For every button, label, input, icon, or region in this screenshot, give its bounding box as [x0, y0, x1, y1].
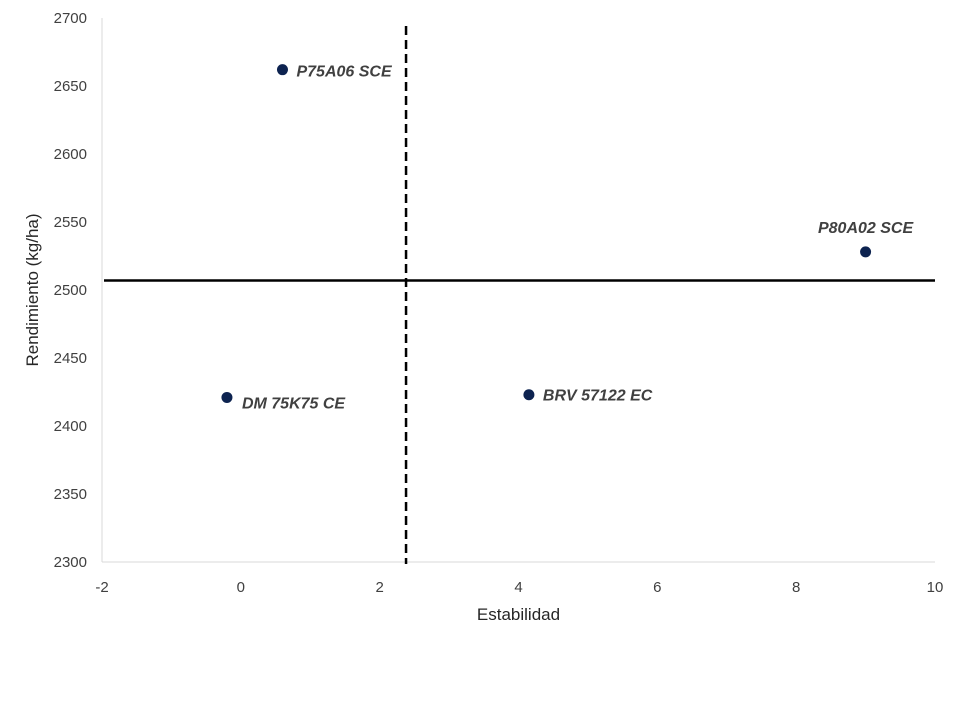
data-point-labels: P75A06 SCE P80A02 SCE DM 75K75 CE BRV 57122… [242, 64, 915, 413]
y-tick-label: 2600 [54, 146, 87, 163]
y-tick-labels: 2300 2350 2400 2450 2500 2550 2600 2650 2700 [54, 10, 87, 571]
y-tick-label: 2650 [54, 78, 87, 95]
x-tick-label: 10 [927, 579, 944, 596]
y-tick-label: 2550 [54, 214, 87, 231]
data-point [860, 246, 872, 258]
x-tick-label: 4 [514, 579, 522, 596]
data-point-label: P75A06 SCE [296, 64, 392, 81]
axes [101, 18, 935, 563]
x-tick-label: -2 [95, 579, 108, 596]
y-tick-label: 2400 [54, 418, 87, 435]
y-tick-label: 2300 [54, 554, 87, 571]
y-axis-title: Rendimiento (kg/ha) [23, 213, 42, 366]
x-tick-label: 8 [792, 579, 800, 596]
data-point [276, 64, 288, 76]
data-point [523, 389, 535, 401]
y-tick-label: 2500 [54, 282, 87, 299]
data-point-label: BRV 57122 EC [543, 388, 653, 405]
y-tick-label: 2350 [54, 486, 87, 503]
y-tick-label: 2450 [54, 350, 87, 367]
data-point-label: DM 75K75 CE [242, 395, 346, 412]
x-tick-label: 0 [237, 579, 245, 596]
x-tick-label: 6 [653, 579, 661, 596]
data-point [221, 391, 233, 403]
data-points [221, 64, 872, 403]
x-axis-title: Estabilidad [477, 605, 560, 624]
x-tick-label: 2 [375, 579, 383, 596]
x-tick-labels: -2 0 2 4 6 8 10 [95, 579, 943, 596]
y-tick-label: 2700 [54, 10, 87, 27]
data-point-label: P80A02 SCE [818, 220, 914, 237]
reference-lines [104, 26, 935, 564]
